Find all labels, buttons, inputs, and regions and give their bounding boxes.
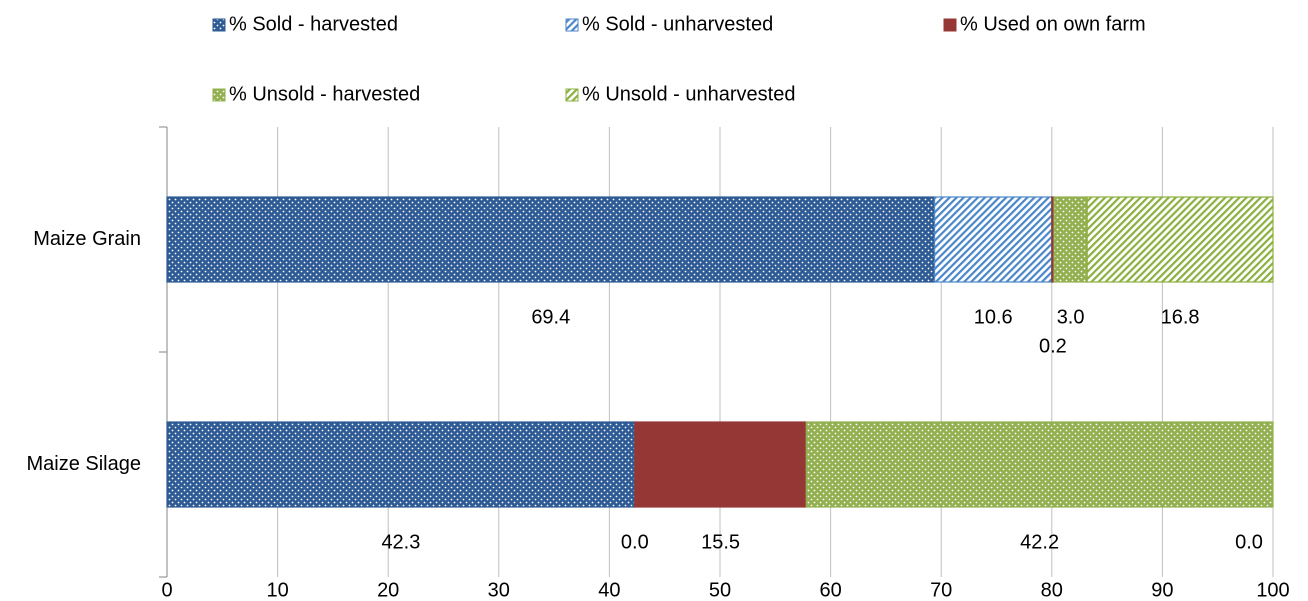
x-tick-label: 10 <box>266 579 288 601</box>
x-tick-label: 70 <box>930 579 952 601</box>
bar-segment <box>933 196 1053 283</box>
legend-label: % Used on own farm <box>960 13 1146 35</box>
legend-label: % Unsold - harvested <box>229 83 420 105</box>
legend-label: % Sold - unharvested <box>582 13 773 35</box>
x-tick-label: 60 <box>819 579 841 601</box>
bar-segment <box>634 421 807 508</box>
x-tick-label: 80 <box>1041 579 1063 601</box>
bar-segment <box>1086 196 1274 283</box>
x-tick-label: 50 <box>709 579 731 601</box>
bar-segment <box>166 196 936 283</box>
bar-segment <box>805 421 1274 508</box>
data-label: 3.0 <box>1057 306 1085 328</box>
legend-swatch <box>212 88 226 102</box>
data-label: 10.6 <box>974 306 1013 328</box>
legend-label: % Unsold - unharvested <box>582 83 795 105</box>
x-tick-label: 30 <box>488 579 510 601</box>
data-label: 0.2 <box>1039 335 1067 357</box>
data-label: 0.0 <box>1235 531 1263 553</box>
y-tick-label: Maize Grain <box>33 228 141 250</box>
bar-segment <box>166 421 636 508</box>
data-label: 16.8 <box>1161 306 1200 328</box>
x-tick-label: 100 <box>1256 579 1289 601</box>
legend-swatch <box>565 88 579 102</box>
data-label: 15.5 <box>701 531 740 553</box>
legend-swatch <box>943 18 957 32</box>
data-label: 0.0 <box>621 531 649 553</box>
bar-segment <box>1053 196 1088 283</box>
legend-swatch <box>212 18 226 32</box>
x-tick-label: 0 <box>161 579 172 601</box>
legend-swatch <box>565 18 579 32</box>
x-tick-label: 90 <box>1151 579 1173 601</box>
x-tick-label: 20 <box>377 579 399 601</box>
x-tick-label: 40 <box>598 579 620 601</box>
data-label: 42.2 <box>1020 531 1059 553</box>
data-label: 69.4 <box>531 306 570 328</box>
data-label: 42.3 <box>381 531 420 553</box>
legend-label: % Sold - harvested <box>229 13 398 35</box>
y-tick-label: Maize Silage <box>26 453 141 475</box>
